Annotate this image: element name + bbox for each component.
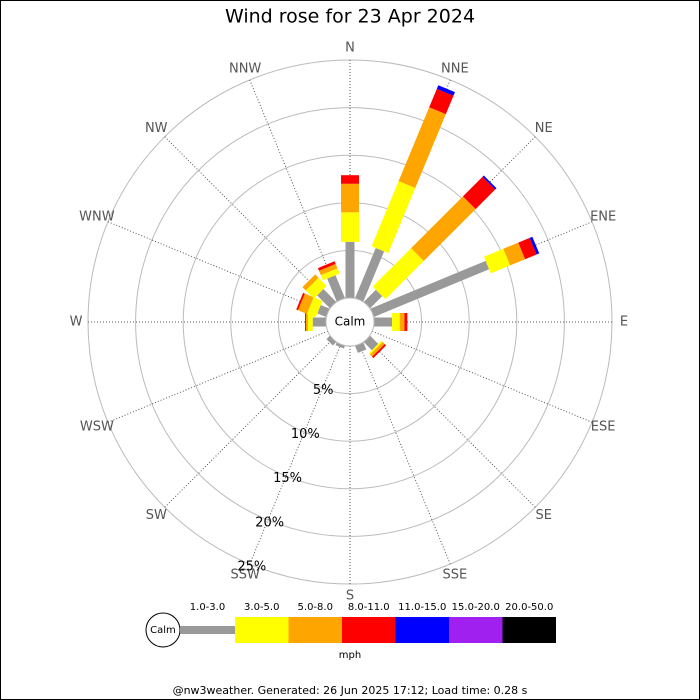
bar-segment (345, 241, 355, 298)
bar-segment (370, 342, 385, 357)
bar-segment (503, 242, 526, 266)
bar-segment (326, 335, 337, 346)
bar-segment (327, 275, 345, 302)
ring-label: 5% (313, 383, 334, 398)
bar-segment (320, 268, 340, 281)
bar-segment (319, 263, 338, 276)
direction-label: WNW (79, 210, 115, 225)
legend-label: 5.0-8.0 (298, 602, 333, 613)
direction-label: ENE (590, 210, 616, 225)
spoke (164, 338, 334, 508)
bar-segment (436, 85, 455, 96)
bar-segment (404, 313, 408, 331)
spoke (358, 343, 451, 565)
spoke (249, 343, 342, 565)
bar-segment (302, 274, 319, 291)
direction-label: WSW (80, 419, 114, 434)
direction-label: S (346, 589, 354, 604)
bar-segment (372, 248, 424, 300)
bar-segment (392, 313, 400, 331)
bar-segment (372, 344, 387, 359)
bar-segment (363, 289, 383, 309)
legend-swatch (395, 617, 449, 643)
bar-segment (306, 313, 308, 331)
ring (182, 154, 518, 490)
direction-label: NNW (229, 61, 261, 76)
spoke (366, 338, 536, 508)
direction-label: W (70, 315, 83, 330)
bar-segment (462, 176, 496, 210)
bar-segment (341, 175, 359, 184)
legend-label: 20.0-50.0 (505, 602, 553, 613)
spoke (371, 330, 593, 423)
legend-calm-label: Calm (150, 625, 176, 636)
bar-segment (296, 292, 305, 311)
bar-segment (317, 261, 336, 271)
bar-segment (355, 247, 385, 302)
spoke (249, 79, 342, 301)
legend-label: 1.0-3.0 (190, 602, 225, 613)
calm-label: Calm (335, 315, 366, 329)
bar-segment (363, 335, 379, 351)
bar-segment (483, 248, 511, 274)
direction-label: N (345, 41, 355, 56)
chart-title: Wind rose for 23 Apr 2024 (225, 6, 475, 28)
direction-label: SW (146, 508, 167, 523)
bar-segment (305, 277, 327, 299)
bar-segment (411, 196, 476, 261)
ring-label: 20% (255, 515, 284, 530)
legend-label: 11.0-15.0 (398, 602, 446, 613)
footer: @nw3weather. Generated: 26 Jun 2025 17:1… (173, 684, 528, 697)
direction-label: NW (145, 121, 168, 136)
ring (135, 107, 565, 537)
bar-segment (368, 340, 383, 355)
bar-segment (482, 175, 497, 190)
unit-label: mph (339, 650, 361, 661)
bar-segment (429, 88, 454, 115)
bar-segment (312, 317, 326, 327)
bar-segment (297, 293, 314, 314)
legend-label: 8.0-11.0 (348, 602, 390, 613)
bar-segment (518, 237, 537, 260)
legend-swatch (502, 617, 556, 643)
ring-label: 25% (237, 559, 266, 574)
legend-swatch (288, 617, 342, 643)
ring-label: 10% (291, 427, 320, 442)
direction-label: SE (536, 508, 552, 523)
direction-label: NNE (441, 61, 469, 76)
bar-segment (398, 107, 446, 189)
direction-label: NE (535, 121, 553, 136)
legend-swatch (342, 617, 396, 643)
direction-label: SSE (442, 568, 467, 583)
bar-segment (305, 313, 307, 331)
bar-segment (529, 236, 540, 255)
bar-segment (341, 183, 359, 213)
direction-label: ESE (591, 419, 616, 434)
bar-segment (374, 317, 393, 327)
legend-swatch (449, 617, 503, 643)
legend-swatch (235, 617, 289, 643)
bar-segment (370, 260, 490, 317)
bar-segment (307, 313, 313, 331)
calm-circle (325, 297, 375, 347)
spoke (164, 136, 334, 306)
bar-segment (335, 342, 345, 349)
bar-segment (341, 212, 359, 242)
bar-segment (317, 289, 337, 309)
legend-swatch (180, 626, 235, 634)
bar-segment (399, 313, 405, 331)
direction-label: E (620, 315, 628, 330)
spoke (107, 221, 329, 314)
direction-label: SSW (230, 568, 260, 583)
bar-segment (317, 305, 330, 317)
bar-segment (306, 297, 323, 318)
spoke (107, 330, 329, 423)
legend-label: 15.0-20.0 (452, 602, 500, 613)
legend-label: 3.0-5.0 (244, 602, 279, 613)
bar-segment (371, 181, 416, 254)
ring-label: 15% (273, 471, 302, 486)
